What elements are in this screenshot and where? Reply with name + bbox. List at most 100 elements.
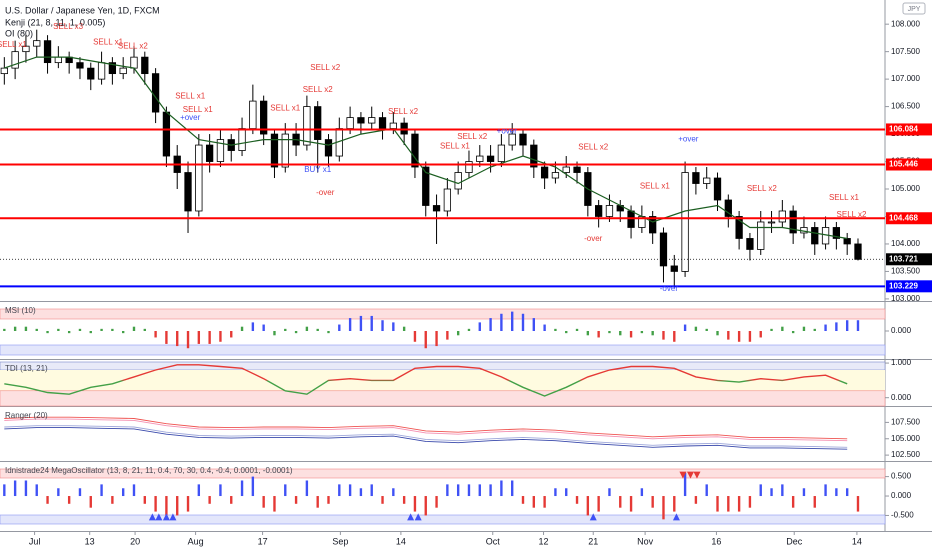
- signal-label: SELL x1: [0, 40, 27, 49]
- indicator-label: Kenji (21, 8, 11, 1, 0.005): [5, 17, 105, 27]
- series-line: [4, 364, 848, 397]
- x-tick-label: 14: [852, 536, 862, 546]
- histogram-bar: [727, 331, 730, 340]
- histogram-bar: [629, 496, 633, 512]
- candle-body: [540, 166, 549, 179]
- histogram-bar: [327, 496, 330, 504]
- histogram-bar: [176, 496, 179, 516]
- histogram-bar: [608, 488, 611, 497]
- signal-label: SELL x2: [747, 184, 777, 193]
- histogram-bar: [856, 496, 860, 512]
- overbought-band: [0, 308, 886, 320]
- candle-body: [649, 216, 657, 234]
- histogram-bar: [824, 484, 827, 497]
- histogram-bar: [111, 496, 114, 504]
- histogram-bar: [565, 331, 568, 334]
- histogram-bar: [370, 484, 373, 497]
- histogram-bar: [727, 496, 730, 512]
- candle-body: [195, 144, 203, 212]
- pane-title: TDI (13, 21): [5, 364, 48, 373]
- level-label-bg: [886, 280, 932, 293]
- x-tick-label: Nov: [637, 536, 654, 546]
- histogram-bar: [392, 322, 395, 331]
- histogram-bar: [294, 496, 298, 504]
- histogram-bar: [132, 484, 136, 497]
- tdi-bg-low: [0, 390, 886, 407]
- histogram-bar: [46, 331, 49, 334]
- histogram-bar: [359, 315, 363, 331]
- candle-body: [260, 100, 268, 135]
- x-tick-label: 20: [130, 536, 140, 546]
- histogram-bar: [89, 331, 92, 334]
- histogram-bar: [683, 472, 687, 497]
- candle-body: [832, 227, 841, 239]
- candle-body: [324, 139, 333, 157]
- signal-label: SELL x1: [183, 105, 213, 114]
- signal-label: SELL x2: [303, 85, 333, 94]
- candle-body: [530, 144, 538, 168]
- histogram-bar: [262, 496, 265, 508]
- signal-label: +over: [497, 126, 518, 135]
- signal-label: +over: [180, 113, 201, 122]
- candle-body: [378, 117, 387, 129]
- histogram-bar: [716, 331, 719, 336]
- signal-label: -over: [660, 284, 679, 293]
- histogram-bar: [381, 320, 384, 331]
- signal-label: SELL x2: [118, 41, 148, 50]
- x-tick-label: 14: [396, 536, 406, 546]
- x-tick-label: Jul: [29, 536, 41, 546]
- x-tick-label: 13: [85, 536, 95, 546]
- series-line: [4, 416, 848, 440]
- candle-body: [703, 177, 711, 184]
- histogram-bar: [284, 328, 287, 331]
- y-tick-label: -0.500: [891, 511, 914, 520]
- candle-body: [573, 166, 581, 173]
- candle-body: [432, 205, 441, 212]
- histogram-bar: [305, 480, 309, 497]
- histogram-bar: [694, 326, 698, 331]
- pane-title: MSI (10): [5, 306, 36, 315]
- signal-triangle: [162, 513, 170, 521]
- histogram-bar: [467, 484, 471, 497]
- candle-body: [238, 128, 246, 151]
- histogram-bar: [824, 324, 827, 331]
- candle-body: [713, 177, 722, 201]
- histogram-bar: [705, 484, 708, 497]
- histogram-bar: [651, 496, 654, 508]
- histogram-bar: [219, 484, 222, 497]
- histogram-bar: [748, 496, 752, 508]
- histogram-bar: [856, 320, 860, 331]
- histogram-bar: [845, 320, 849, 331]
- candle-body: [476, 155, 484, 162]
- histogram-bar: [813, 328, 816, 331]
- series-line: [4, 418, 848, 442]
- candle-body: [249, 100, 257, 129]
- histogram-bar: [165, 331, 168, 344]
- histogram-bar: [456, 484, 460, 497]
- histogram-bar: [230, 496, 233, 504]
- candle-body: [54, 56, 62, 64]
- histogram-bar: [759, 331, 762, 338]
- histogram-bar: [413, 496, 417, 512]
- candle-body: [757, 221, 765, 250]
- histogram-bar: [770, 328, 773, 331]
- histogram-bar: [500, 480, 503, 497]
- signal-triangle: [169, 513, 177, 521]
- histogram-bar: [121, 331, 125, 334]
- y-tick-label: 0.500: [891, 472, 912, 481]
- histogram-bar: [511, 480, 514, 497]
- histogram-bar: [338, 484, 341, 497]
- histogram-bar: [3, 328, 6, 331]
- candle-body: [605, 205, 614, 217]
- candle-body: [767, 221, 776, 224]
- histogram-bar: [640, 488, 644, 497]
- histogram-bar: [575, 328, 579, 331]
- histogram-bar: [402, 326, 406, 331]
- histogram-bar: [359, 488, 363, 497]
- histogram-bar: [489, 318, 492, 331]
- histogram-bar: [500, 313, 503, 331]
- candle-body: [216, 139, 225, 162]
- level-label: 104.468: [889, 213, 918, 222]
- currency-badge: JPY: [908, 6, 921, 13]
